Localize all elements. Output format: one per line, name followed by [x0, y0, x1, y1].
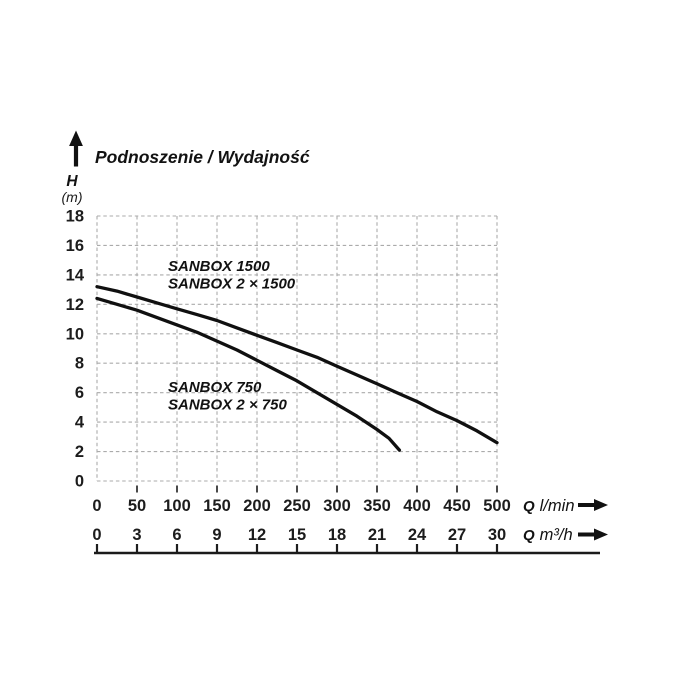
- x-tick-label-lmin: 150: [203, 497, 231, 515]
- x-axis-lmin-right-arrow-icon: [578, 499, 608, 511]
- x-tick-label-lmin: 350: [363, 497, 391, 515]
- x-tick-label-m3h: 3: [132, 526, 141, 544]
- x-tick-label-m3h: 0: [92, 526, 101, 544]
- y-axis-up-arrow-icon: [69, 130, 83, 167]
- series-label: SANBOX 750: [168, 379, 262, 396]
- x-tick-label-m3h: 30: [488, 526, 506, 544]
- y-tick-label: 12: [66, 296, 84, 314]
- x-axis-m3h-right-arrow-icon: [578, 528, 608, 541]
- y-tick-label: 18: [66, 208, 84, 226]
- x-tick-label-m3h: 18: [328, 526, 346, 544]
- x-tick-label-lmin: 250: [283, 497, 311, 515]
- x-tick-label-lmin: 300: [323, 497, 351, 515]
- y-tick-label: 0: [75, 473, 84, 491]
- y-axis-unit-label: (m): [62, 189, 83, 205]
- x-tick-label-m3h: 6: [172, 526, 181, 544]
- x-tick-label-m3h: 12: [248, 526, 266, 544]
- y-tick-label: 6: [75, 384, 84, 402]
- x-tick-label-lmin: 50: [128, 497, 146, 515]
- x-tick-label-lmin: 450: [443, 497, 471, 515]
- y-tick-label: 10: [66, 325, 84, 343]
- x-tick-label-lmin: 100: [163, 497, 191, 515]
- y-tick-label: 14: [66, 266, 85, 284]
- x-tick-label-m3h: 9: [212, 526, 221, 544]
- y-axis-symbol: H: [66, 173, 78, 190]
- x-axis-m3h-unit: m³/h: [540, 526, 573, 544]
- x-tick-label-m3h: 21: [368, 526, 386, 544]
- x-tick-label-m3h: 24: [408, 526, 427, 544]
- y-tick-label: 16: [66, 237, 84, 255]
- series-label: SANBOX 2 × 750: [168, 396, 287, 413]
- curve-series-1: [95, 296, 402, 452]
- x-tick-label-lmin: 200: [243, 497, 271, 515]
- y-tick-label: 4: [75, 414, 85, 432]
- x-tick-label-lmin: 500: [483, 497, 511, 515]
- series-label: SANBOX 1500: [168, 258, 270, 275]
- x-axis-lmin-symbol: Q: [523, 498, 535, 515]
- x-tick-label-lmin: 0: [92, 497, 101, 515]
- x-tick-label-m3h: 27: [448, 526, 466, 544]
- chart-title: Podnoszenie / Wydajność: [95, 147, 310, 167]
- curve-series-0: [95, 285, 499, 445]
- y-tick-label: 8: [75, 355, 84, 373]
- x-tick-label-m3h: 15: [288, 526, 306, 544]
- y-tick-label: 2: [75, 443, 84, 461]
- series-label: SANBOX 2 × 1500: [168, 275, 296, 292]
- x-tick-label-lmin: 400: [403, 497, 431, 515]
- x-axis-lmin-unit: l/min: [540, 497, 575, 515]
- x-axis-m3h-symbol: Q: [523, 527, 535, 544]
